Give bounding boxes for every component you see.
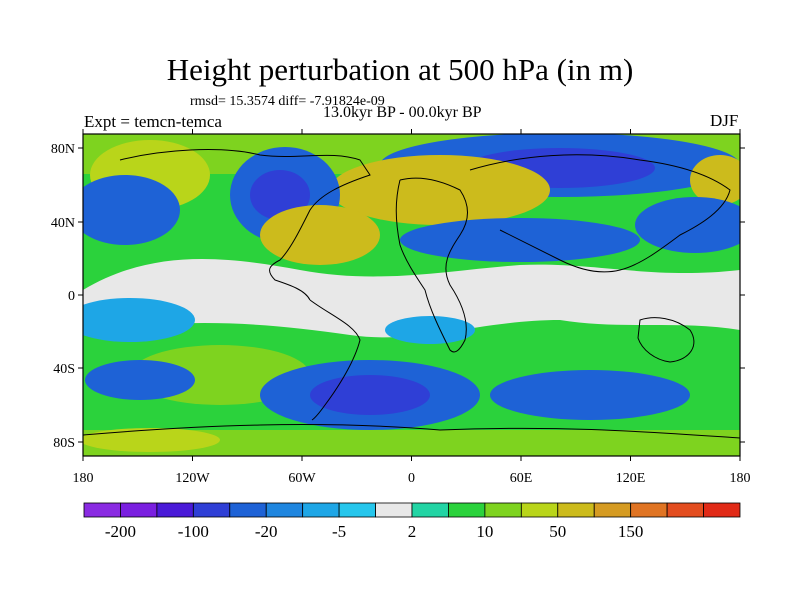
colorbar-label: 50 xyxy=(549,522,566,541)
colorbar-swatch xyxy=(520,502,559,518)
lat-tick-label: 80N xyxy=(51,142,75,157)
lon-tick-label: 60E xyxy=(510,471,533,486)
kamchatka-high xyxy=(690,155,740,205)
colorbar-label: -5 xyxy=(332,522,346,541)
europe-high xyxy=(330,155,550,225)
antarctic-high xyxy=(83,428,220,452)
tropical-band xyxy=(83,258,740,338)
lat-tick-label: 40S xyxy=(53,362,75,377)
colorbar-swatch xyxy=(229,502,267,518)
colorbar-swatch xyxy=(630,502,668,518)
west-pacific-low xyxy=(635,197,740,253)
colorbar-swatch xyxy=(557,502,595,518)
colorbar-label: -20 xyxy=(255,522,278,541)
season-label: DJF xyxy=(710,111,739,130)
colorbar-swatch xyxy=(265,502,304,518)
colorbar-swatch xyxy=(484,502,522,518)
colorbar-label: 10 xyxy=(476,522,493,541)
height-field xyxy=(83,134,740,456)
indian-ocean-low xyxy=(490,370,690,420)
south-pacific-low-west xyxy=(83,298,195,342)
south-pacific-low xyxy=(85,360,195,400)
colorbar-label: 150 xyxy=(618,522,644,541)
period-label: 13.0kyr BP - 00.0kyr BP xyxy=(323,104,482,121)
north-america-coast xyxy=(119,149,371,301)
colorbar-swatch xyxy=(156,502,194,518)
experiment-label: Expt = temcn-temca xyxy=(84,112,222,131)
map-title: Height perturbation at 500 hPa (in m) xyxy=(166,52,634,87)
coastlines xyxy=(83,149,740,439)
colorbar-swatch xyxy=(666,502,704,518)
north-atlantic-high xyxy=(260,205,380,265)
colorbar-label: 2 xyxy=(408,522,417,541)
lon-tick-label: 120W xyxy=(175,471,210,486)
colorbar-swatch xyxy=(411,502,449,518)
colorbar-swatch xyxy=(448,502,486,518)
lon-tick-label: 120E xyxy=(616,471,646,486)
north-pacific-low xyxy=(83,175,180,245)
south-atlantic-low xyxy=(385,316,475,344)
antarctica-coast xyxy=(83,424,740,439)
colorbar: -200 -100 -20 -5 2 10 50 150 xyxy=(83,502,741,541)
colorbar-swatch xyxy=(192,502,231,518)
colorbar-swatch xyxy=(703,502,741,518)
longitude-ticks: 180 120W 60W 0 60E 120E 180 xyxy=(73,129,751,486)
south-america-coast xyxy=(309,299,361,421)
southern-ocean-core xyxy=(310,375,430,415)
asia-coast xyxy=(469,154,731,273)
colorbar-swatch xyxy=(302,502,340,518)
lat-tick-label: 40N xyxy=(51,216,75,231)
colorbar-swatch xyxy=(593,502,632,518)
lon-tick-label: 180 xyxy=(730,471,751,486)
north-america-core xyxy=(250,170,310,220)
australia-coast xyxy=(637,317,695,363)
lon-tick-label: 0 xyxy=(408,471,415,486)
colorbar-label: -200 xyxy=(105,522,136,541)
latitude-ticks: 80N 40N 0 40S 80S xyxy=(51,142,745,451)
colorbar-swatch xyxy=(375,502,413,518)
colorbar-swatch xyxy=(120,502,158,518)
stats-label: rmsd= 15.3574 diff= -7.91824e-09 xyxy=(190,94,385,109)
colorbar-swatch xyxy=(83,502,121,518)
colorbar-swatch xyxy=(338,502,376,518)
africa-europe-coast xyxy=(395,177,468,353)
lat-tick-label: 80S xyxy=(53,436,75,451)
lon-tick-label: 180 xyxy=(73,471,94,486)
lon-tick-label: 60W xyxy=(288,471,316,486)
lat-tick-label: 0 xyxy=(68,289,75,304)
colorbar-label: -100 xyxy=(178,522,209,541)
